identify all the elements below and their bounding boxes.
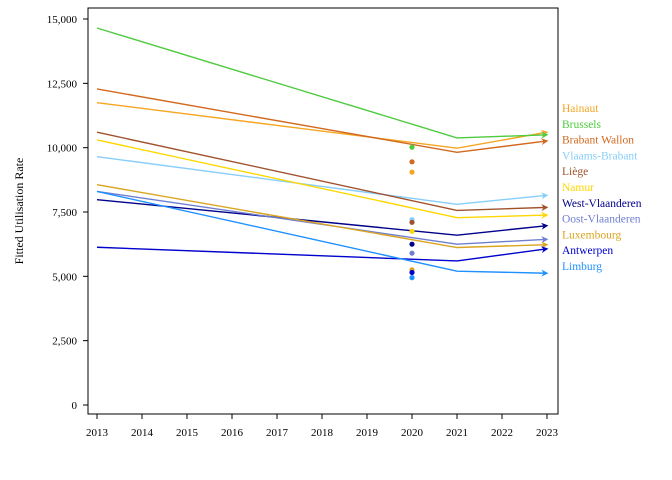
series-line-brabant-wallon [96, 88, 549, 154]
x-tick-label: 2017 [266, 427, 289, 439]
point-2020-limburg [409, 275, 415, 281]
series-line-luxembourg [96, 184, 549, 249]
x-tick-label: 2019 [356, 427, 379, 439]
series-line-oost-vlaanderen [96, 190, 549, 245]
legend-label: West-Vlaanderen [562, 198, 642, 210]
plot-frame [87, 7, 559, 415]
x-tick-label: 2014 [131, 427, 154, 439]
x-tick-label: 2018 [311, 427, 334, 439]
series-line-vlaams-brabant [96, 155, 549, 205]
y-axis-title: Fitted Utilisation Rate [12, 158, 26, 265]
series-line-li-ge [96, 131, 549, 212]
series-line-hainaut [96, 101, 549, 149]
y-tick-label: 0 [72, 400, 78, 412]
y-axis: 0 2,500 5,000 7,500 10,000 12,500 15,000 [47, 14, 88, 412]
legend-label: Antwerpen [562, 245, 613, 257]
series-line-namur [96, 139, 549, 219]
legend-label: Brabant Wallon [562, 135, 634, 147]
x-axis: 2013 2014 2015 2016 2017 2018 2019 2020 2021 2022… [86, 414, 559, 439]
series-lines [96, 27, 549, 277]
legend-label: Vlaams-Brabant [562, 150, 638, 162]
series-line-limburg [96, 190, 549, 277]
legend-label: Hainaut [562, 103, 599, 115]
x-tick-label: 2016 [221, 427, 244, 439]
series-line-antwerpen [96, 246, 549, 262]
y-tick-label: 7,500 [52, 207, 77, 219]
legend: Hainaut Brussels Brabant Wallon Vlaams-Brab… [562, 103, 642, 273]
point-2020-li-ge [409, 219, 415, 225]
series-line-west-vlaanderen [96, 198, 549, 236]
legend-label: Oost-Vlaanderen [562, 214, 641, 226]
point-2020-oost-vlaanderen [409, 250, 415, 256]
legend-label: Luxembourg [562, 229, 621, 241]
point-2020-brussels [409, 144, 415, 150]
x-tick-label: 2021 [446, 427, 468, 439]
point-2020-hainaut [409, 169, 415, 175]
y-tick-label: 12,500 [47, 78, 78, 90]
point-2020-namur [409, 228, 415, 234]
x-tick-label: 2022 [491, 427, 513, 439]
point-2020-west-vlaanderen [409, 241, 415, 247]
x-tick-label: 2015 [176, 427, 199, 439]
y-tick-label: 5,000 [52, 271, 77, 283]
x-tick-label: 2023 [536, 427, 559, 439]
points-2020 [409, 144, 415, 281]
x-tick-label: 2013 [86, 427, 109, 439]
point-2020-brabant-wallon [409, 159, 415, 165]
y-tick-label: 2,500 [52, 336, 77, 348]
point-2020-antwerpen [409, 269, 415, 276]
y-tick-label: 10,000 [47, 143, 78, 155]
series-line-brussels [96, 27, 549, 139]
legend-label: Liège [562, 166, 588, 178]
legend-label: Brussels [562, 119, 602, 131]
x-tick-label: 2020 [401, 427, 424, 439]
legend-label: Namur [562, 182, 594, 194]
y-tick-label: 15,000 [47, 14, 78, 26]
legend-label: Limburg [562, 261, 602, 273]
